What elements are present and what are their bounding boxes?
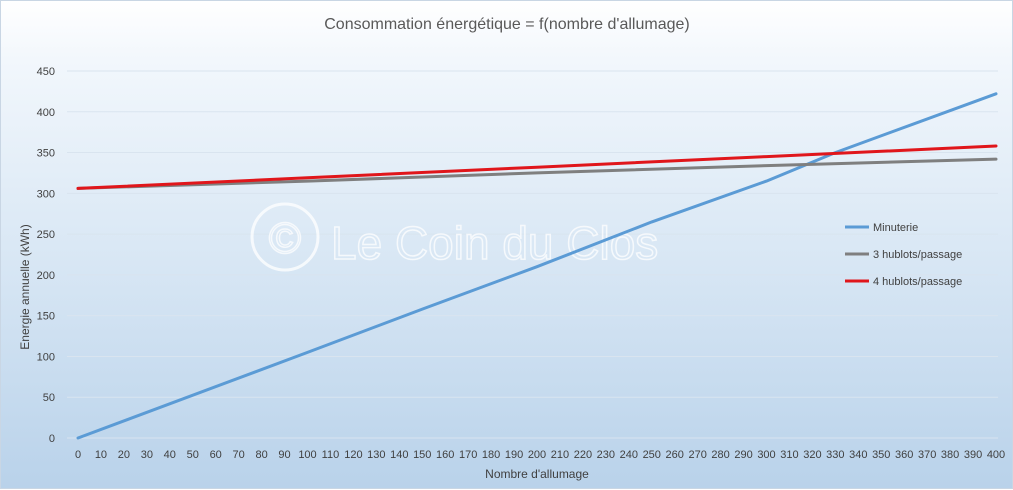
y-axis-label: Energie annuelle (kWh) bbox=[18, 224, 32, 349]
legend-label: 4 hublots/passage bbox=[873, 276, 962, 288]
x-tick-label: 290 bbox=[734, 449, 752, 461]
x-tick-label: 0 bbox=[75, 449, 81, 461]
x-tick-label: 300 bbox=[757, 449, 775, 461]
x-tick-label: 80 bbox=[255, 449, 267, 461]
gridlines bbox=[67, 70, 998, 439]
x-tick-label: 230 bbox=[597, 449, 615, 461]
x-tick-label: 260 bbox=[666, 449, 684, 461]
x-tick-label: 340 bbox=[849, 449, 867, 461]
y-tick-label: 200 bbox=[37, 270, 55, 282]
x-tick-label: 50 bbox=[187, 449, 199, 461]
y-tick-label: 50 bbox=[43, 392, 55, 404]
watermark-text: Le Coin du Clos bbox=[331, 217, 658, 269]
x-tick-label: 160 bbox=[436, 449, 454, 461]
x-tick-label: 350 bbox=[872, 449, 890, 461]
chart-title: Consommation énergétique = f(nombre d'al… bbox=[324, 16, 689, 33]
x-tick-label: 30 bbox=[141, 449, 153, 461]
legend-label: 3 hublots/passage bbox=[873, 249, 962, 261]
x-tick-label: 210 bbox=[551, 449, 569, 461]
x-tick-label: 280 bbox=[711, 449, 729, 461]
y-tick-label: 350 bbox=[37, 148, 55, 160]
x-tick-label: 180 bbox=[482, 449, 500, 461]
y-tick-label: 400 bbox=[37, 107, 55, 119]
y-tick-label: 300 bbox=[37, 188, 55, 200]
legend-label: Minuterie bbox=[873, 222, 918, 234]
copyright-icon bbox=[250, 202, 320, 272]
x-tick-label: 240 bbox=[620, 449, 638, 461]
x-tick-label: 190 bbox=[505, 449, 523, 461]
x-tick-label: 200 bbox=[528, 449, 546, 461]
x-tick-label: 20 bbox=[118, 449, 130, 461]
x-tick-label: 70 bbox=[233, 449, 245, 461]
x-tick-label: 90 bbox=[278, 449, 290, 461]
x-axis-ticks: 0 10 20 30 40 50 60 70 80 90 100 110 120 130 140 150 160… bbox=[75, 449, 1005, 461]
y-tick-label: 100 bbox=[37, 351, 55, 363]
series-lines bbox=[76, 92, 998, 440]
y-axis-ticks: 0 50 100 150 200 250 300 350 400 450 bbox=[37, 66, 55, 445]
x-tick-label: 270 bbox=[688, 449, 706, 461]
y-tick-label: 0 bbox=[49, 433, 55, 445]
x-tick-label: 140 bbox=[390, 449, 408, 461]
x-tick-label: 400 bbox=[987, 449, 1005, 461]
x-tick-label: 220 bbox=[574, 449, 592, 461]
x-tick-label: 370 bbox=[918, 449, 936, 461]
x-tick-label: 130 bbox=[367, 449, 385, 461]
series-line-0 bbox=[76, 92, 998, 440]
x-tick-label: 120 bbox=[344, 449, 362, 461]
x-tick-label: 250 bbox=[643, 449, 661, 461]
series-line-2 bbox=[76, 144, 998, 190]
series-line-1 bbox=[76, 157, 998, 190]
x-axis-label: Nombre d'allumage bbox=[485, 467, 589, 481]
copyright-symbol: © bbox=[269, 214, 301, 263]
x-tick-label: 170 bbox=[459, 449, 477, 461]
x-tick-label: 310 bbox=[780, 449, 798, 461]
x-tick-label: 320 bbox=[803, 449, 821, 461]
x-tick-label: 150 bbox=[413, 449, 431, 461]
x-tick-label: 390 bbox=[964, 449, 982, 461]
x-tick-label: 10 bbox=[95, 449, 107, 461]
x-tick-label: 60 bbox=[210, 449, 222, 461]
y-tick-label: 450 bbox=[37, 66, 55, 78]
legend: Minuterie 3 hublots/passage 4 hublots/pass… bbox=[845, 222, 962, 288]
y-tick-label: 250 bbox=[37, 229, 55, 241]
watermark: © Le Coin du Clos bbox=[250, 202, 659, 272]
y-tick-label: 150 bbox=[37, 311, 55, 323]
x-tick-label: 110 bbox=[322, 449, 340, 461]
x-tick-label: 360 bbox=[895, 449, 913, 461]
x-tick-label: 380 bbox=[941, 449, 959, 461]
x-tick-label: 100 bbox=[298, 449, 316, 461]
x-tick-label: 330 bbox=[826, 449, 844, 461]
x-tick-label: 40 bbox=[164, 449, 176, 461]
